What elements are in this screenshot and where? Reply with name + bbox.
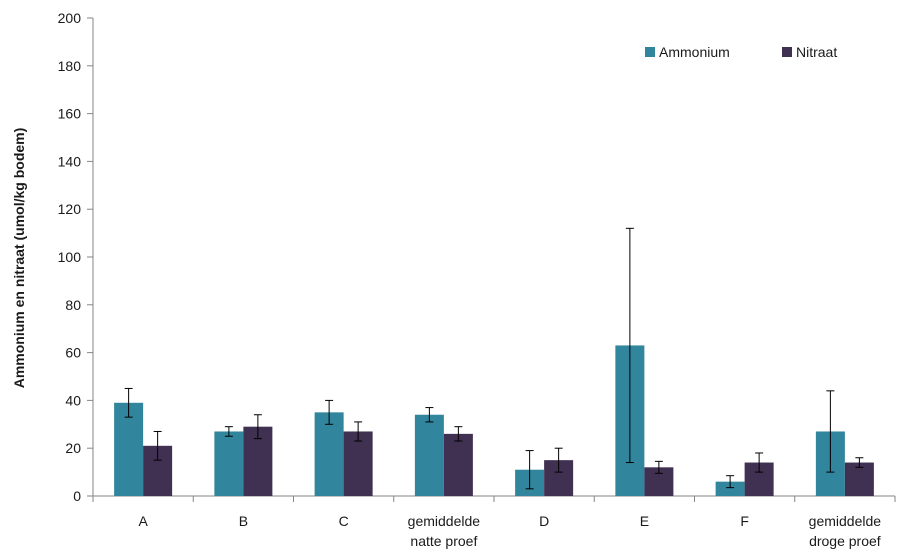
y-tick-label: 60 (65, 345, 81, 361)
error-bar-nitraat-1 (253, 414, 262, 440)
legend-swatch-nitraat (782, 47, 792, 57)
y-tick-label: 40 (65, 392, 81, 408)
x-tick-label-line: C (339, 513, 349, 529)
error-bar-ammonium-3 (425, 407, 434, 423)
x-tick-label: B (239, 513, 248, 529)
error-bar-ammonium-5 (625, 227, 634, 464)
error-bars (124, 227, 864, 490)
y-tick-label: 160 (58, 106, 82, 122)
error-bar-ammonium-1 (224, 426, 233, 437)
x-tick-label-line: F (740, 513, 749, 529)
bar-nitraat-2 (343, 431, 373, 496)
bar-nitraat-3 (443, 433, 473, 496)
error-bar-ammonium-4 (525, 450, 534, 490)
error-bar-nitraat-2 (354, 421, 363, 442)
error-bar-ammonium-2 (325, 399, 334, 425)
bar-ammonium-0 (114, 402, 144, 496)
x-tick-label: gemiddelde droge proef (809, 513, 882, 549)
bars (114, 345, 874, 496)
bar-ammonium-1 (214, 431, 244, 496)
legend-label-ammonium: Ammonium (659, 44, 730, 60)
x-tick-label-line: droge proef (809, 533, 881, 549)
bar-ammonium-6 (715, 481, 745, 496)
x-tick-label-line: gemiddelde (809, 513, 882, 529)
x-tick-label: A (138, 513, 148, 529)
error-bar-nitraat-0 (153, 430, 162, 461)
x-tick-label: C (339, 513, 349, 529)
y-tick-label: 140 (58, 153, 82, 169)
error-bar-nitraat-7 (855, 457, 864, 468)
x-tick-label-line: gemiddelde (408, 513, 481, 529)
y-tick-label: 100 (58, 249, 82, 265)
y-axis-title: Ammonium en nitraat (umol/kg bodem) (11, 128, 27, 389)
x-tick-label: D (539, 513, 549, 529)
x-tick-label-line: natte proef (410, 533, 477, 549)
legend-swatch-ammonium (645, 47, 655, 57)
legend-label-nitraat: Nitraat (796, 44, 837, 60)
legend: Ammonium Nitraat (645, 44, 837, 60)
error-bar-nitraat-6 (755, 452, 764, 473)
error-bar-ammonium-7 (826, 390, 835, 473)
x-tick-label-line: D (539, 513, 549, 529)
y-tick-label: 20 (65, 440, 81, 456)
y-tick-label: 80 (65, 297, 81, 313)
y-tick-label: 0 (73, 488, 81, 504)
x-tick-label: F (740, 513, 749, 529)
y-tick-label: 120 (58, 201, 82, 217)
error-bar-nitraat-4 (554, 447, 563, 473)
x-tick-label: gemiddelde natte proef (408, 513, 481, 549)
error-bar-nitraat-5 (654, 460, 663, 474)
y-tick-label: 180 (58, 58, 82, 74)
error-bar-ammonium-0 (124, 387, 133, 418)
x-tick-label-line: A (138, 513, 148, 529)
x-tick-label-line: B (239, 513, 248, 529)
error-bar-ammonium-6 (726, 475, 735, 489)
x-tick-label: E (640, 513, 649, 529)
bar-ammonium-3 (414, 414, 444, 496)
error-bar-nitraat-3 (454, 426, 463, 442)
y-tick-label: 200 (58, 10, 82, 26)
x-tick-label-line: E (640, 513, 649, 529)
bar-nitraat-7 (844, 462, 874, 496)
y-axis: 0 20 40 60 80 100 120 140 160 180 200 (58, 10, 94, 504)
bar-ammonium-2 (314, 412, 344, 496)
